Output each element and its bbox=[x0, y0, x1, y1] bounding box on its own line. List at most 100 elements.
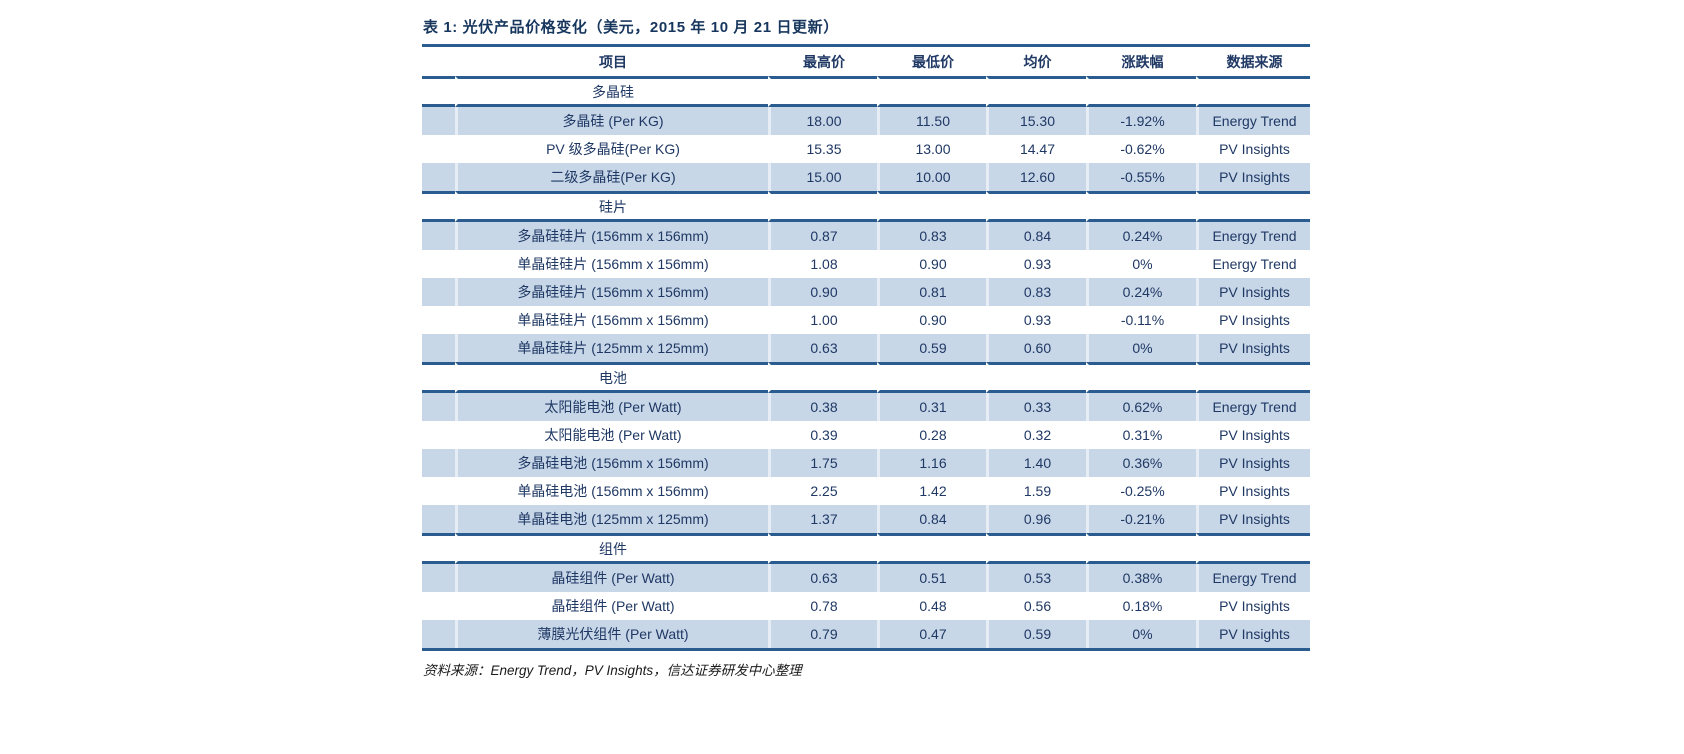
cell-item: 单晶硅硅片 (156mm x 156mm) bbox=[455, 250, 768, 278]
indent-cell bbox=[422, 107, 455, 135]
section-row: 多晶硅 bbox=[422, 76, 1310, 107]
indent-cell bbox=[422, 306, 455, 334]
cell-avg: 0.60 bbox=[986, 334, 1086, 362]
empty-cell bbox=[1086, 533, 1196, 564]
cell-high: 0.87 bbox=[768, 222, 877, 250]
cell-avg: 0.93 bbox=[986, 250, 1086, 278]
empty-cell bbox=[1086, 362, 1196, 393]
empty-cell bbox=[768, 533, 877, 564]
cell-source: PV Insights bbox=[1196, 278, 1310, 306]
cell-avg: 0.84 bbox=[986, 222, 1086, 250]
cell-item: 多晶硅硅片 (156mm x 156mm) bbox=[455, 222, 768, 250]
cell-low: 0.48 bbox=[877, 592, 986, 620]
indent-cell bbox=[422, 135, 455, 163]
source-note: 资料来源：Energy Trend，PV Insights，信达证券研发中心整理 bbox=[423, 663, 802, 678]
empty-cell bbox=[1196, 533, 1310, 564]
table-row: PV 级多晶硅(Per KG) 15.35 13.00 14.47 -0.62% PV I… bbox=[422, 135, 1310, 163]
cell-item: 晶硅组件 (Per Watt) bbox=[455, 592, 768, 620]
cell-source: PV Insights bbox=[1196, 505, 1310, 533]
cell-high: 0.90 bbox=[768, 278, 877, 306]
cell-high: 0.78 bbox=[768, 592, 877, 620]
indent-cell bbox=[422, 47, 455, 76]
section-label: 电池 bbox=[455, 362, 768, 393]
cell-source: Energy Trend bbox=[1196, 222, 1310, 250]
section-label: 多晶硅 bbox=[455, 76, 768, 107]
empty-cell bbox=[768, 191, 877, 222]
indent-cell bbox=[422, 163, 455, 191]
empty-cell bbox=[1196, 362, 1310, 393]
cell-source: PV Insights bbox=[1196, 449, 1310, 477]
indent-cell bbox=[422, 592, 455, 620]
table-row: 太阳能电池 (Per Watt) 0.38 0.31 0.33 0.62% Energy … bbox=[422, 393, 1310, 421]
indent-cell bbox=[422, 620, 455, 648]
cell-avg: 0.33 bbox=[986, 393, 1086, 421]
col-header-high: 最高价 bbox=[768, 47, 877, 76]
cell-item: 多晶硅硅片 (156mm x 156mm) bbox=[455, 278, 768, 306]
empty-cell bbox=[1196, 76, 1310, 107]
indent-cell bbox=[422, 362, 455, 393]
cell-source: Energy Trend bbox=[1196, 250, 1310, 278]
indent-cell bbox=[422, 477, 455, 505]
cell-high: 1.00 bbox=[768, 306, 877, 334]
cell-item: 薄膜光伏组件 (Per Watt) bbox=[455, 620, 768, 648]
indent-cell bbox=[422, 76, 455, 107]
cell-low: 0.59 bbox=[877, 334, 986, 362]
indent-cell bbox=[422, 505, 455, 533]
cell-source: PV Insights bbox=[1196, 620, 1310, 648]
col-header-avg: 均价 bbox=[986, 47, 1086, 76]
cell-avg: 12.60 bbox=[986, 163, 1086, 191]
table-row: 单晶硅硅片 (125mm x 125mm) 0.63 0.59 0.60 0% PV In… bbox=[422, 334, 1310, 362]
cell-low: 0.31 bbox=[877, 393, 986, 421]
empty-cell bbox=[877, 533, 986, 564]
cell-change: -1.92% bbox=[1086, 107, 1196, 135]
cell-source: Energy Trend bbox=[1196, 393, 1310, 421]
cell-item: 单晶硅电池 (125mm x 125mm) bbox=[455, 505, 768, 533]
cell-source: PV Insights bbox=[1196, 477, 1310, 505]
table-row: 单晶硅硅片 (156mm x 156mm) 1.08 0.90 0.93 0% Energ… bbox=[422, 250, 1310, 278]
cell-low: 13.00 bbox=[877, 135, 986, 163]
cell-change: 0% bbox=[1086, 250, 1196, 278]
cell-high: 1.08 bbox=[768, 250, 877, 278]
indent-cell bbox=[422, 222, 455, 250]
cell-item: PV 级多晶硅(Per KG) bbox=[455, 135, 768, 163]
cell-change: -0.62% bbox=[1086, 135, 1196, 163]
indent-cell bbox=[422, 250, 455, 278]
cell-high: 1.37 bbox=[768, 505, 877, 533]
section-row: 电池 bbox=[422, 362, 1310, 393]
table-row: 晶硅组件 (Per Watt) 0.63 0.51 0.53 0.38% Energy T… bbox=[422, 564, 1310, 592]
col-header-low: 最低价 bbox=[877, 47, 986, 76]
cell-low: 0.90 bbox=[877, 250, 986, 278]
cell-high: 2.25 bbox=[768, 477, 877, 505]
pv-price-table: 项目 最高价 最低价 均价 涨跌幅 数据来源 多晶硅 多晶硅 (Per KG) 18.00 11… bbox=[422, 44, 1310, 651]
cell-high: 0.39 bbox=[768, 421, 877, 449]
cell-high: 15.00 bbox=[768, 163, 877, 191]
cell-avg: 0.56 bbox=[986, 592, 1086, 620]
table-row: 晶硅组件 (Per Watt) 0.78 0.48 0.56 0.18% PV Insig… bbox=[422, 592, 1310, 620]
cell-change: 0.24% bbox=[1086, 222, 1196, 250]
header-row: 项目 最高价 最低价 均价 涨跌幅 数据来源 bbox=[422, 47, 1310, 76]
cell-avg: 14.47 bbox=[986, 135, 1086, 163]
table-body: 多晶硅 多晶硅 (Per KG) 18.00 11.50 15.30 -1.92% Ener… bbox=[422, 76, 1310, 648]
indent-cell bbox=[422, 449, 455, 477]
cell-item: 单晶硅硅片 (156mm x 156mm) bbox=[455, 306, 768, 334]
section-row: 硅片 bbox=[422, 191, 1310, 222]
cell-source: PV Insights bbox=[1196, 163, 1310, 191]
col-header-change: 涨跌幅 bbox=[1086, 47, 1196, 76]
table-title: 表 1: 光伏产品价格变化（美元，2015 年 10 月 21 日更新） bbox=[423, 19, 839, 36]
empty-cell bbox=[1196, 191, 1310, 222]
cell-change: 0.31% bbox=[1086, 421, 1196, 449]
cell-low: 10.00 bbox=[877, 163, 986, 191]
cell-item: 二级多晶硅(Per KG) bbox=[455, 163, 768, 191]
cell-high: 18.00 bbox=[768, 107, 877, 135]
cell-low: 1.16 bbox=[877, 449, 986, 477]
cell-change: 0.38% bbox=[1086, 564, 1196, 592]
cell-high: 0.63 bbox=[768, 564, 877, 592]
indent-cell bbox=[422, 191, 455, 222]
table-row: 多晶硅电池 (156mm x 156mm) 1.75 1.16 1.40 0.36% PV… bbox=[422, 449, 1310, 477]
table-row: 薄膜光伏组件 (Per Watt) 0.79 0.47 0.59 0% PV Insigh… bbox=[422, 620, 1310, 648]
table-row: 多晶硅硅片 (156mm x 156mm) 0.90 0.81 0.83 0.24% PV… bbox=[422, 278, 1310, 306]
cell-source: PV Insights bbox=[1196, 334, 1310, 362]
cell-item: 单晶硅硅片 (125mm x 125mm) bbox=[455, 334, 768, 362]
cell-high: 1.75 bbox=[768, 449, 877, 477]
table-row: 多晶硅硅片 (156mm x 156mm) 0.87 0.83 0.84 0.24% En… bbox=[422, 222, 1310, 250]
